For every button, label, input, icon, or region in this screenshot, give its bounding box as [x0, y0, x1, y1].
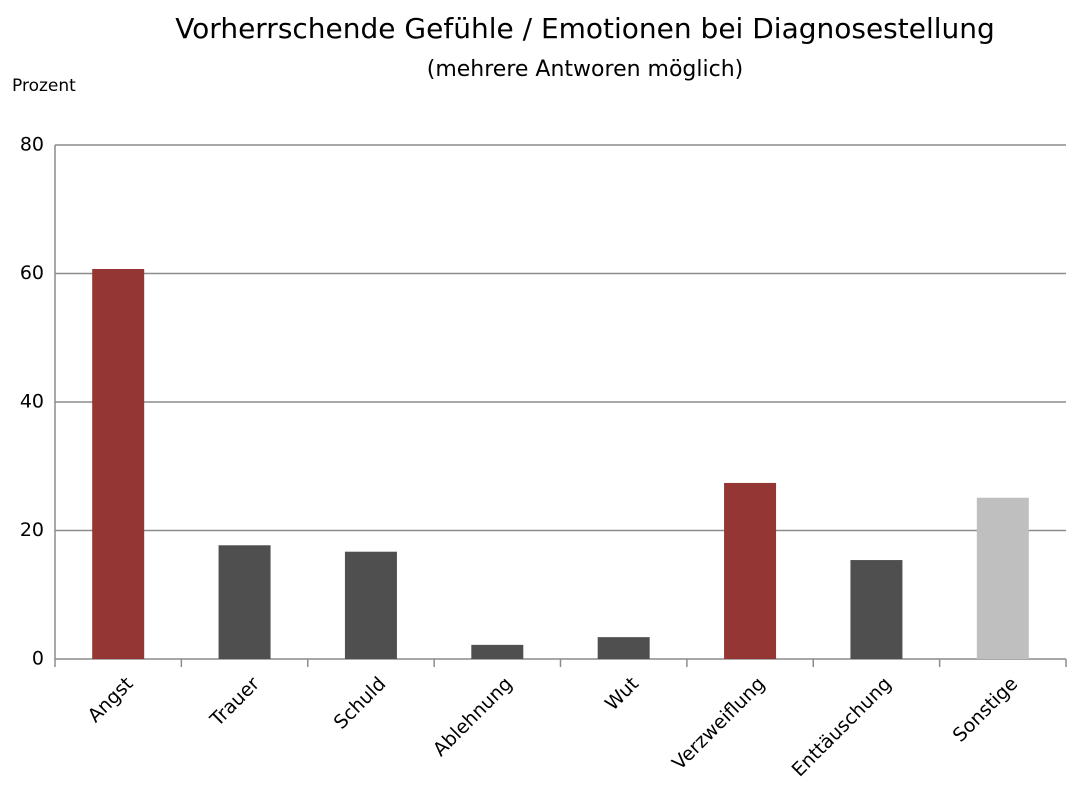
- bar: [850, 560, 903, 659]
- y-tick-label: 20: [20, 519, 44, 541]
- chart-title: Vorherrschende Gefühle / Emotionen bei D…: [175, 12, 995, 45]
- bar: [724, 482, 777, 659]
- bar: [92, 269, 145, 659]
- x-tick-label: Wut: [601, 673, 643, 715]
- y-axis-label: Prozent: [12, 76, 76, 96]
- y-tick-label: 0: [32, 648, 44, 670]
- y-tick-label: 60: [20, 262, 44, 284]
- chart-subtitle: (mehrere Antworen möglich): [427, 57, 744, 82]
- x-tick-label: Verzweiflung: [668, 673, 770, 775]
- x-tick-label: Trauer: [205, 673, 264, 732]
- x-tick-label: Angst: [84, 673, 138, 727]
- x-tick-label: Ablehnung: [429, 673, 517, 761]
- x-tick-label: Schuld: [330, 673, 391, 734]
- bar: [471, 644, 524, 659]
- x-tick-label: Sonstige: [949, 673, 1023, 747]
- bar: [976, 497, 1029, 659]
- bar: [344, 551, 397, 659]
- x-tick-label: Enttäuschung: [788, 673, 896, 781]
- bar: [597, 637, 650, 659]
- y-tick-label: 40: [20, 391, 44, 413]
- y-tick-label: 80: [20, 134, 44, 156]
- bar: [218, 545, 271, 659]
